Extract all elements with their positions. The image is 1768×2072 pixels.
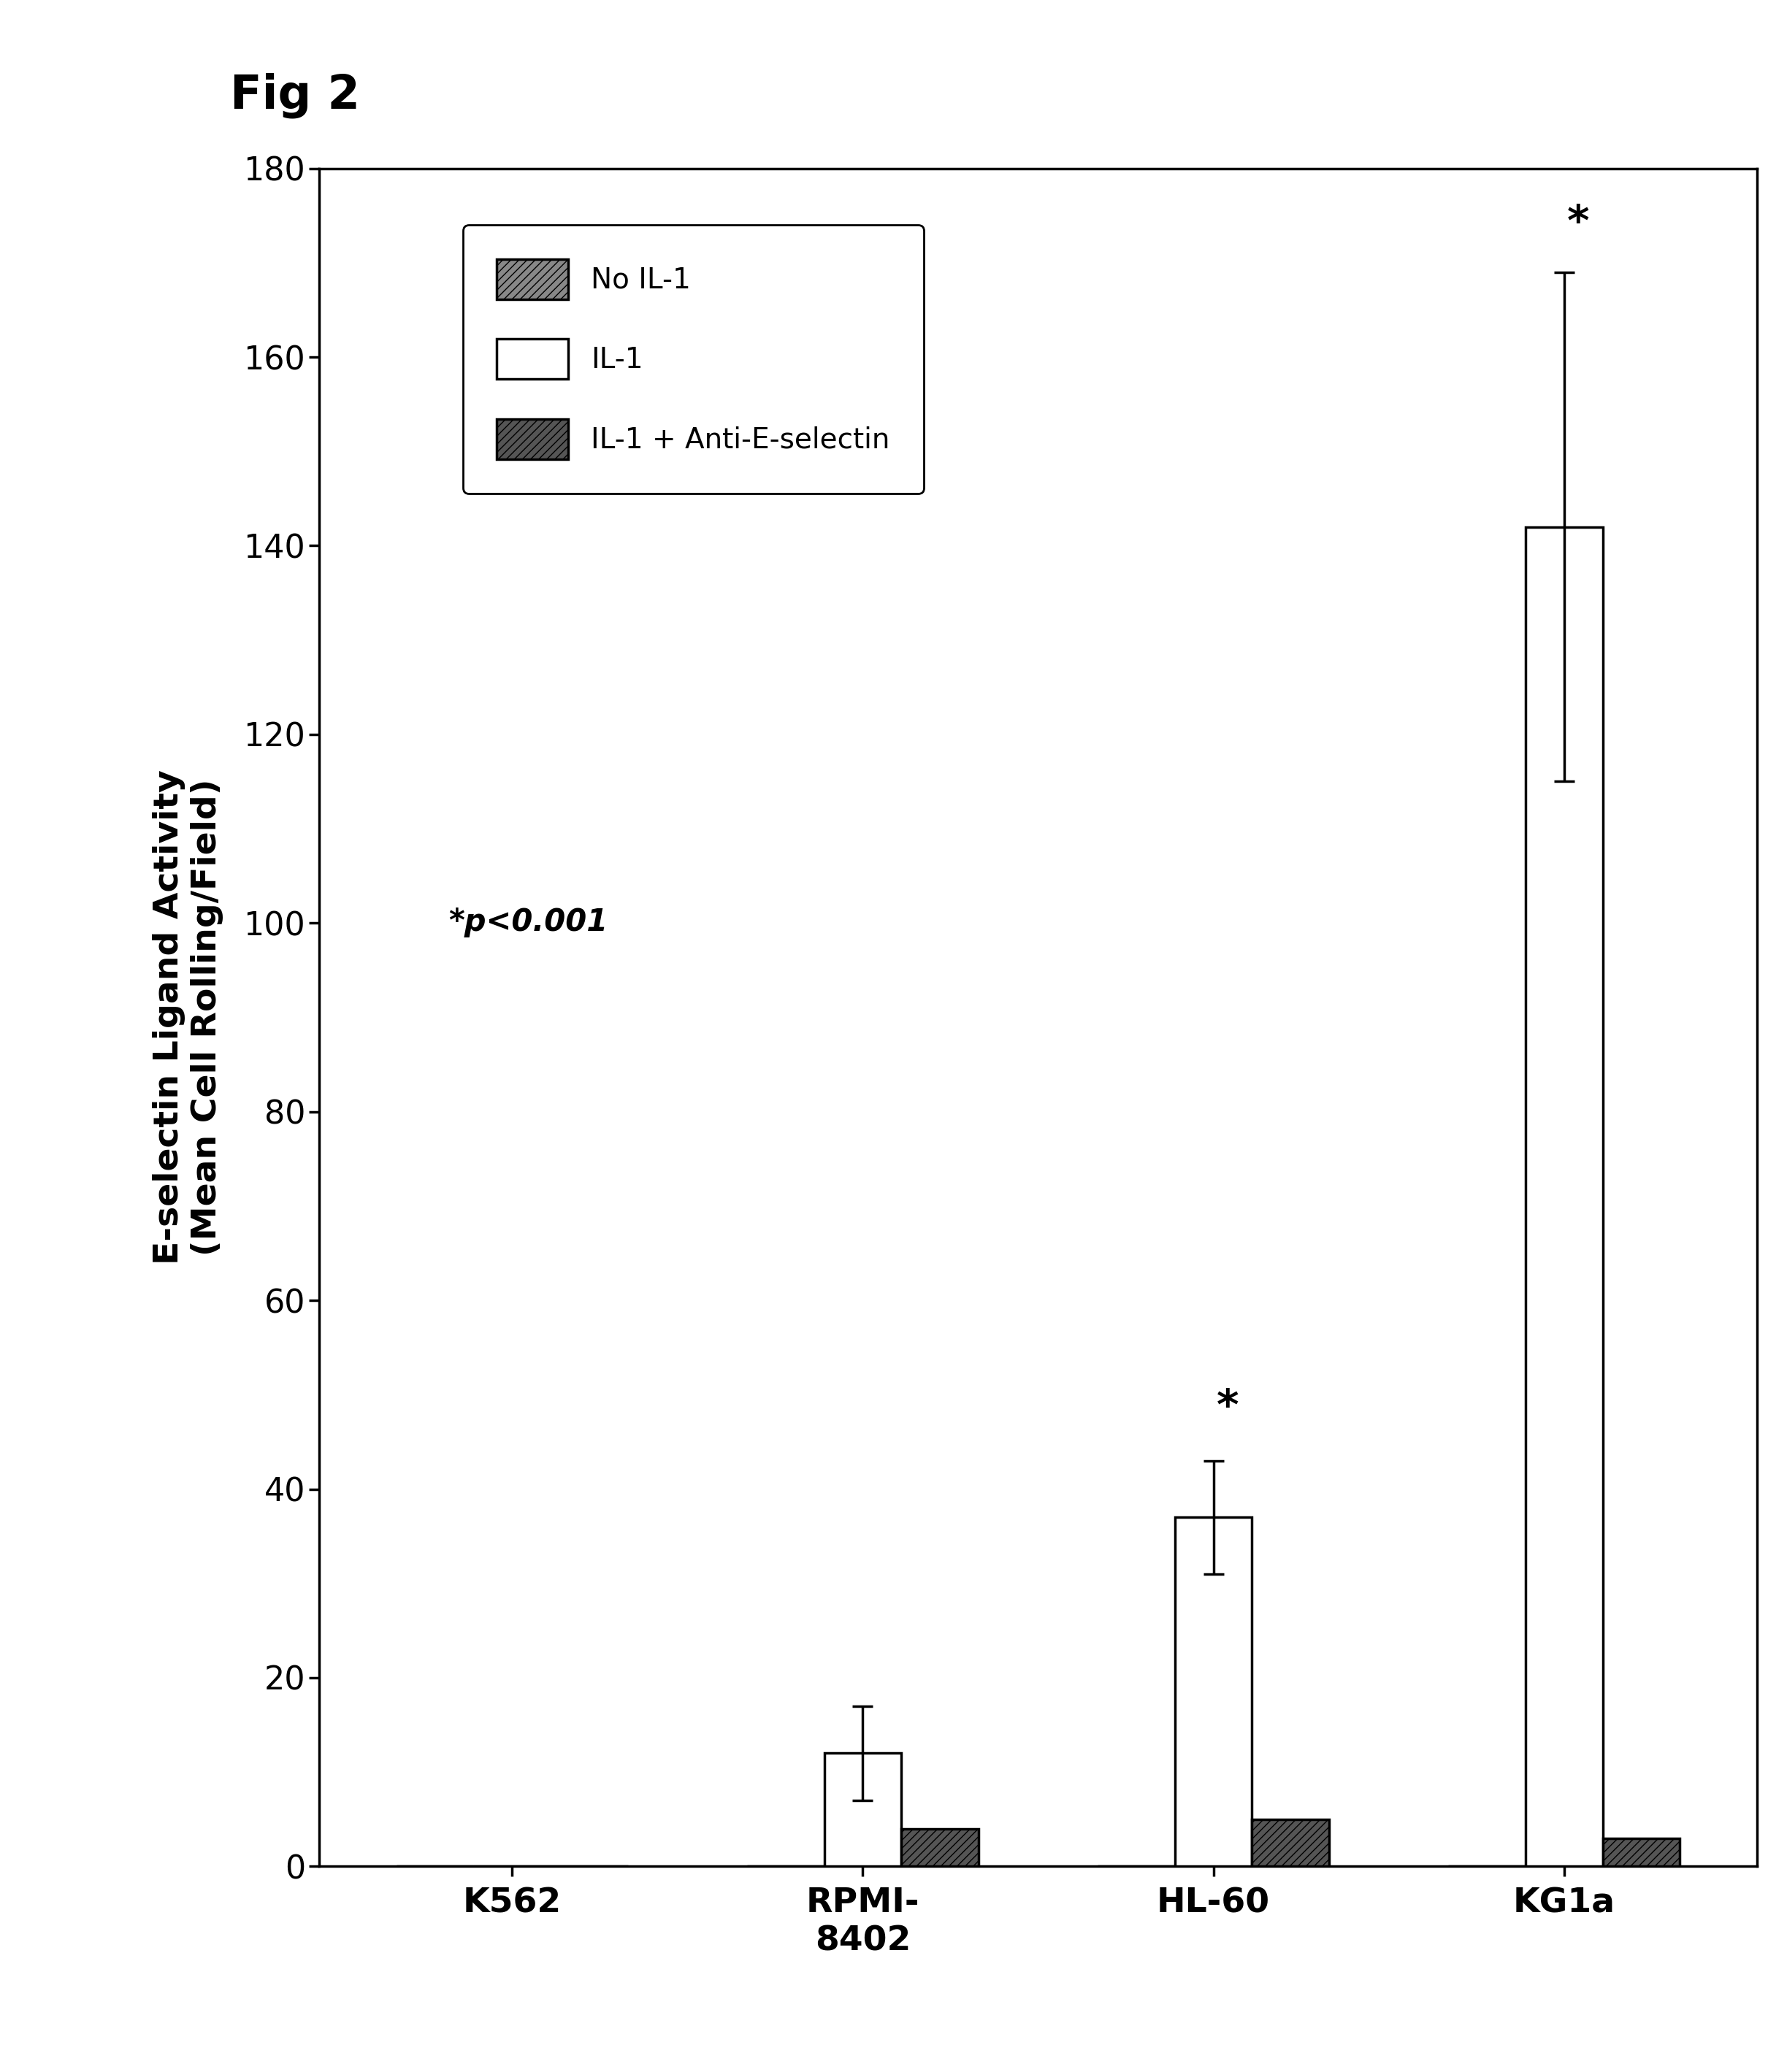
Text: *p<0.001: *p<0.001	[449, 908, 608, 939]
Text: *: *	[1216, 1386, 1239, 1428]
Bar	[1176, 1517, 1252, 1867]
Text: Fig 2: Fig 2	[230, 73, 359, 118]
Bar	[824, 1753, 902, 1867]
Y-axis label: E-selectin Ligand Activity
(Mean Cell Rolling/Field): E-selectin Ligand Activity (Mean Cell Ro…	[152, 771, 223, 1264]
Bar	[1604, 1838, 1680, 1867]
Legend: No IL-1, IL-1, IL-1 + Anti-E-selectin: No IL-1, IL-1, IL-1 + Anti-E-selectin	[463, 226, 923, 493]
Bar	[1526, 526, 1604, 1867]
Bar	[1252, 1819, 1330, 1867]
Bar	[902, 1830, 978, 1867]
Text: *: *	[1566, 203, 1589, 244]
